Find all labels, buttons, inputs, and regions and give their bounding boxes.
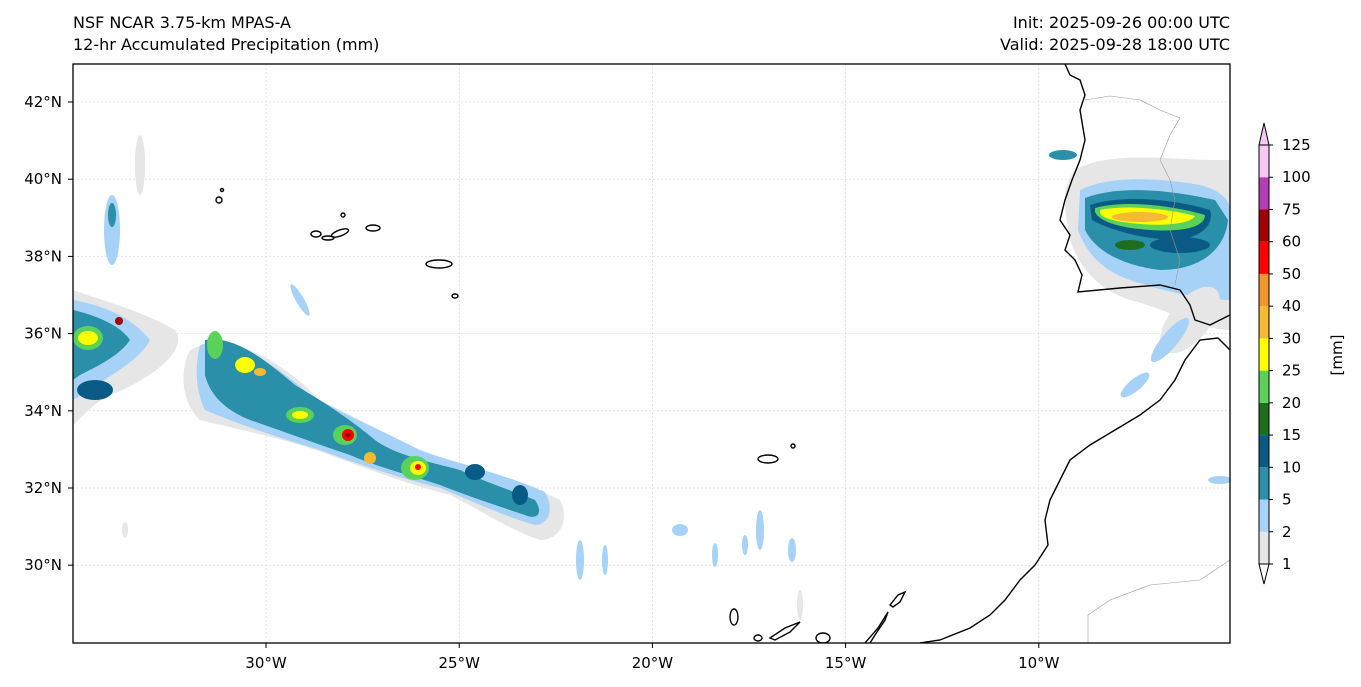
colorbar-tick-label: 100	[1282, 168, 1311, 186]
precip-region-iberia	[1065, 157, 1230, 330]
lat-tick-label: 42°N	[24, 93, 62, 111]
colorbar-tick-label: 75	[1282, 200, 1301, 218]
colorbar-swatch	[1259, 145, 1269, 178]
colorbar-over-extend	[1258, 122, 1270, 146]
island-terceira	[365, 224, 381, 232]
colorbar-unit-label: [mm]	[1328, 335, 1346, 376]
lat-tick-label: 30°N	[24, 556, 62, 574]
portugal-coastline	[1059, 64, 1230, 326]
colorbar-tick-label: 20	[1282, 394, 1301, 412]
precipitation-field	[73, 135, 1230, 620]
lat-tick-label: 32°N	[24, 479, 62, 497]
colorbar-tick-label: 2	[1282, 523, 1292, 541]
colorbar-swatch	[1259, 209, 1269, 242]
colorbar-swatch	[1259, 402, 1269, 436]
island-flores	[215, 196, 223, 204]
colorbar-swatch	[1259, 531, 1269, 564]
island-madeira	[757, 454, 779, 464]
colorbar-swatch	[1259, 499, 1269, 532]
island-la-palma	[729, 608, 739, 626]
lat-tick-label: 40°N	[24, 170, 62, 188]
island-santa-maria	[451, 293, 459, 299]
lon-tick-label: 10°W	[1018, 654, 1060, 672]
borders	[1084, 95, 1230, 643]
colorbar-tick-label: 10	[1282, 458, 1301, 476]
colorbar-swatch	[1259, 241, 1269, 274]
island-corvo	[219, 187, 225, 193]
colorbar-swatch	[1259, 467, 1269, 500]
island-faial	[310, 230, 322, 238]
colorbar-swatch	[1259, 177, 1269, 210]
init-time: Init: 2025-09-26 00:00 UTC	[1012, 13, 1230, 32]
colorbar-swatch	[1259, 435, 1269, 468]
lat-tick-label: 36°N	[24, 325, 62, 343]
title-right: Init: 2025-09-26 00:00 UTC Valid: 2025-0…	[1000, 12, 1230, 56]
lat-tick-label: 34°N	[24, 402, 62, 420]
island-graciosa	[340, 212, 346, 218]
lon-axis: 30°W 25°W 20°W 15°W 10°W	[245, 643, 1060, 672]
precip-band-central	[183, 331, 564, 540]
island-gomera	[753, 634, 763, 642]
map-frame	[72, 63, 1231, 644]
lon-tick-label: 30°W	[245, 654, 287, 672]
colorbar-frame	[1258, 144, 1270, 565]
colorbar-tick-label: 25	[1282, 362, 1301, 380]
map-axes: 30°W 25°W 20°W 15°W 10°W 42°N 40°N 38°N 36°N 34°…	[24, 63, 1231, 672]
colorbar-tick-label: 30	[1282, 329, 1301, 347]
colorbar-swatch	[1259, 370, 1269, 403]
lon-tick-label: 15°W	[825, 654, 867, 672]
island-sao-jorge	[321, 235, 335, 241]
colorbar-under-extend	[1258, 563, 1270, 585]
colorbar-tick-label: 60	[1282, 233, 1301, 251]
island-tenerife	[768, 621, 801, 641]
island-fuerteventura	[864, 611, 889, 643]
coastlines	[215, 64, 1230, 643]
colorbar-tick-label: 1	[1282, 555, 1292, 573]
spain-portugal-border	[1084, 95, 1181, 286]
colorbar-swatch	[1259, 273, 1269, 307]
graticule	[73, 64, 1230, 643]
precip-scattered-streaks	[122, 150, 1230, 620]
colorbar-tick-label: 40	[1282, 297, 1301, 315]
island-gran-canaria	[815, 632, 831, 643]
lon-tick-label: 20°W	[632, 654, 674, 672]
colorbar-tick-label: 5	[1282, 491, 1292, 509]
colorbar-swatch	[1259, 338, 1269, 371]
lat-axis: 42°N 40°N 38°N 36°N 34°N 32°N 30°N	[24, 93, 73, 574]
island-sao-miguel	[425, 259, 453, 269]
island-lanzarote	[888, 590, 907, 608]
island-porto-santo	[790, 443, 796, 449]
lat-tick-label: 38°N	[24, 247, 62, 265]
field-title: 12-hr Accumulated Precipitation (mm)	[73, 35, 380, 54]
colorbar-tick-label: 125	[1282, 136, 1311, 154]
morocco-algeria-border	[1087, 559, 1230, 643]
morocco-coastline	[919, 337, 1230, 643]
colorbar-tick-label: 15	[1282, 426, 1301, 444]
lon-tick-label: 25°W	[438, 654, 480, 672]
valid-time: Valid: 2025-09-28 18:00 UTC	[999, 35, 1230, 54]
colorbar-swatch	[1259, 306, 1269, 339]
colorbar-tick-label: 50	[1282, 265, 1301, 283]
title-left: NSF NCAR 3.75-km MPAS-A 12-hr Accumulate…	[73, 12, 379, 56]
precip-region-west	[73, 135, 179, 425]
model-title: NSF NCAR 3.75-km MPAS-A	[73, 13, 291, 32]
